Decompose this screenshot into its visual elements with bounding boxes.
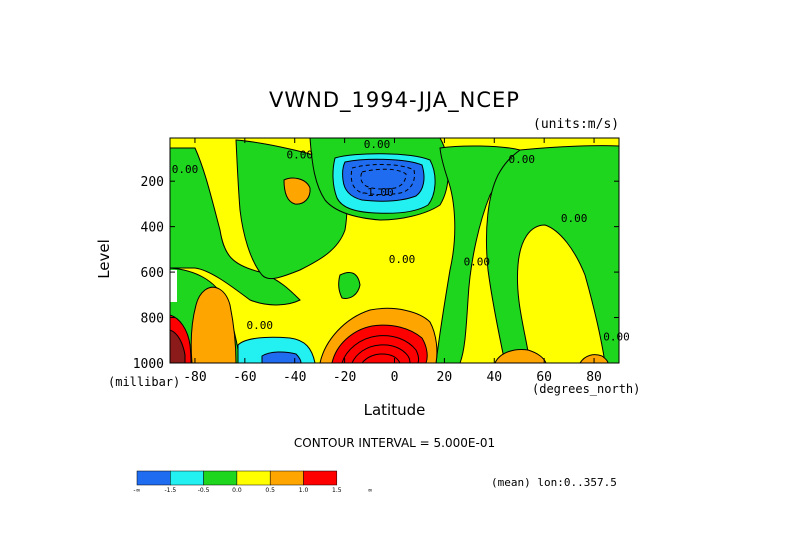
y-tick-label: 400 [141, 221, 164, 236]
x-tick-label: -80 [183, 370, 206, 385]
region-negative-strong [342, 158, 425, 202]
colorbar-label: 0.0 [232, 487, 242, 494]
contour-label: 0.00 [286, 148, 313, 161]
x-tick-label: 20 [437, 370, 453, 385]
contour-label: 0.00 [464, 255, 491, 268]
colorbar-swatch [136, 470, 171, 486]
mean-label: (mean) lon:0..357.5 [491, 476, 617, 489]
contour-label: 0.00 [603, 330, 630, 343]
units-label: (units:m/s) [533, 117, 620, 132]
contour-fields [170, 138, 619, 363]
y-tick-label: 200 [141, 175, 164, 190]
colorbar-label: -∞ [133, 487, 140, 494]
y-tick-label: 600 [141, 266, 164, 281]
colorbar-label: 1.5 [332, 487, 342, 494]
region-positive-strong [331, 324, 428, 363]
axis-ticks: -80 -60 -40 -20 0 20 40 60 80 200 400 600 800 1000 [133, 138, 619, 385]
contour-interval-label: CONTOUR INTERVAL = 5.000E-01 [293, 436, 496, 450]
colorbar-label: -1.5 [164, 487, 176, 494]
contour-label: 0.00 [364, 138, 391, 151]
x-tick-label: 80 [586, 370, 602, 385]
x-tick-label: 60 [536, 370, 552, 385]
x-tick-label: 40 [486, 370, 502, 385]
colorbar-label: -0.5 [198, 487, 210, 494]
colorbar-swatch [203, 470, 238, 486]
colorbar-swatch [303, 470, 338, 486]
contour-label: 0.00 [561, 212, 588, 225]
region-negative-strong [261, 351, 302, 363]
contour-labels: 0.00 0.00 0.00 -1.00 0.00 0.00 0.00 0.00 0.00 0.0… [172, 138, 630, 343]
colorbar-label: 1.0 [299, 487, 309, 494]
chart-title: VWND_1994-JJA_NCEP [269, 88, 520, 112]
x-tick-label: -40 [283, 370, 306, 385]
region-positive-dark [170, 329, 186, 363]
y-tick-label: 800 [141, 312, 164, 327]
colorbar: -∞ -1.5 -0.5 0.0 0.5 1.0 1.5 ∞ [133, 470, 373, 494]
x-axis-units: (degrees_north) [532, 382, 641, 396]
region-negative-weak [338, 272, 361, 299]
region-missing [170, 270, 177, 302]
contour-label: -1.00 [360, 186, 393, 199]
region-positive-medium [190, 286, 237, 363]
x-axis-label: Latitude [363, 401, 426, 419]
x-tick-label: -60 [233, 370, 256, 385]
contour-label: 0.00 [508, 153, 535, 166]
contour-label: 0.00 [247, 319, 274, 332]
colorbar-label: 0.5 [265, 487, 275, 494]
colorbar-swatch [269, 470, 304, 486]
y-axis-units: (millibar) [108, 375, 181, 389]
region-positive-medium [283, 177, 311, 205]
region-negative-weak [486, 145, 619, 363]
region-negative-weak [170, 147, 301, 306]
contour-label: 0.00 [172, 163, 199, 176]
y-tick-label: 1000 [133, 357, 164, 372]
x-tick-label: 0 [391, 370, 399, 385]
colorbar-swatch [236, 470, 271, 486]
contour-label: 0.00 [389, 253, 416, 266]
colorbar-swatch [170, 470, 204, 486]
colorbar-label: ∞ [368, 487, 373, 494]
x-tick-label: -20 [333, 370, 356, 385]
